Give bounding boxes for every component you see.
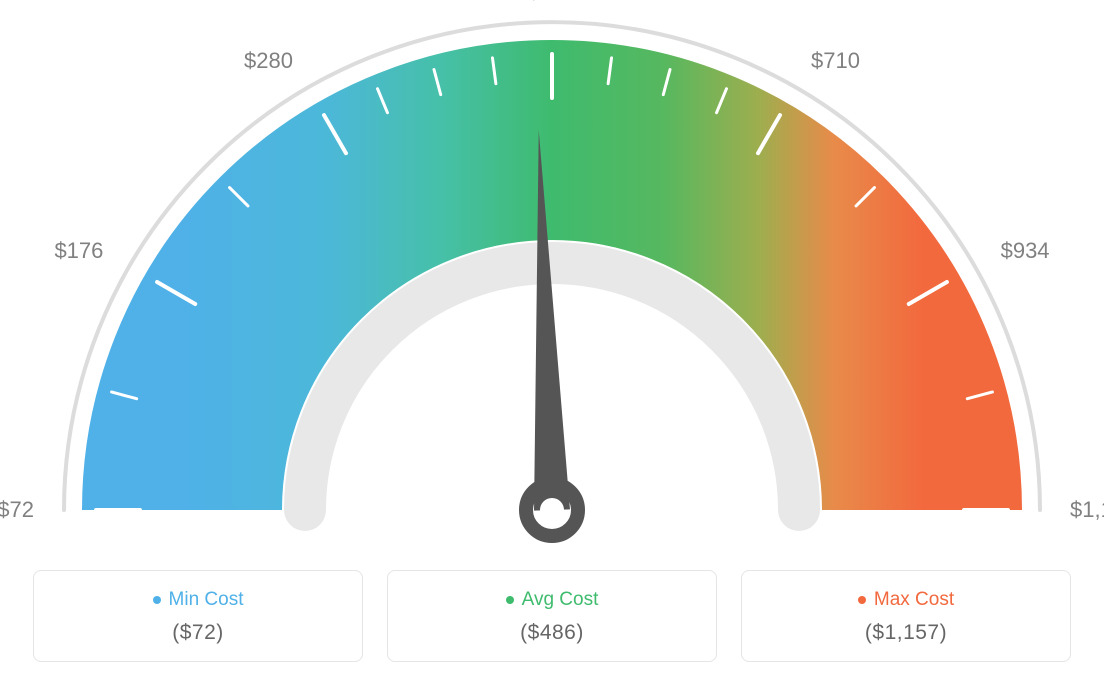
legend-value-min: ($72) bbox=[54, 621, 342, 645]
legend-card-min: Min Cost ($72) bbox=[33, 570, 363, 662]
gauge-chart bbox=[0, 0, 1104, 560]
legend-card-avg: Avg Cost ($486) bbox=[387, 570, 717, 662]
legend-label-min-text: Min Cost bbox=[169, 589, 244, 611]
legend-label-avg-text: Avg Cost bbox=[522, 589, 599, 611]
gauge-tick-label: $176 bbox=[54, 238, 103, 264]
gauge-tick-label: $72 bbox=[0, 497, 34, 523]
legend-row: Min Cost ($72) Avg Cost ($486) Max Cost … bbox=[0, 570, 1104, 662]
legend-dot-min bbox=[153, 596, 161, 604]
legend-dot-max bbox=[858, 596, 866, 604]
gauge-tick-label: $280 bbox=[244, 48, 293, 74]
gauge-tick-label: $1,157 bbox=[1070, 497, 1104, 523]
legend-card-max: Max Cost ($1,157) bbox=[741, 570, 1071, 662]
cost-gauge-widget: $72 $176 $280 $486 $710 $934 $1,157 Min Cost (… bbox=[0, 0, 1104, 690]
legend-value-max: ($1,157) bbox=[762, 621, 1050, 645]
legend-label-avg: Avg Cost bbox=[506, 589, 599, 611]
legend-dot-avg bbox=[506, 596, 514, 604]
legend-label-max: Max Cost bbox=[858, 589, 954, 611]
legend-label-max-text: Max Cost bbox=[874, 589, 954, 611]
gauge-tick-label: $710 bbox=[811, 48, 860, 74]
legend-value-avg: ($486) bbox=[408, 621, 696, 645]
legend-label-min: Min Cost bbox=[153, 589, 244, 611]
gauge-area: $72 $176 $280 $486 $710 $934 $1,157 bbox=[0, 0, 1104, 560]
gauge-tick-label: $934 bbox=[1001, 238, 1050, 264]
gauge-tick-label: $486 bbox=[528, 0, 577, 5]
